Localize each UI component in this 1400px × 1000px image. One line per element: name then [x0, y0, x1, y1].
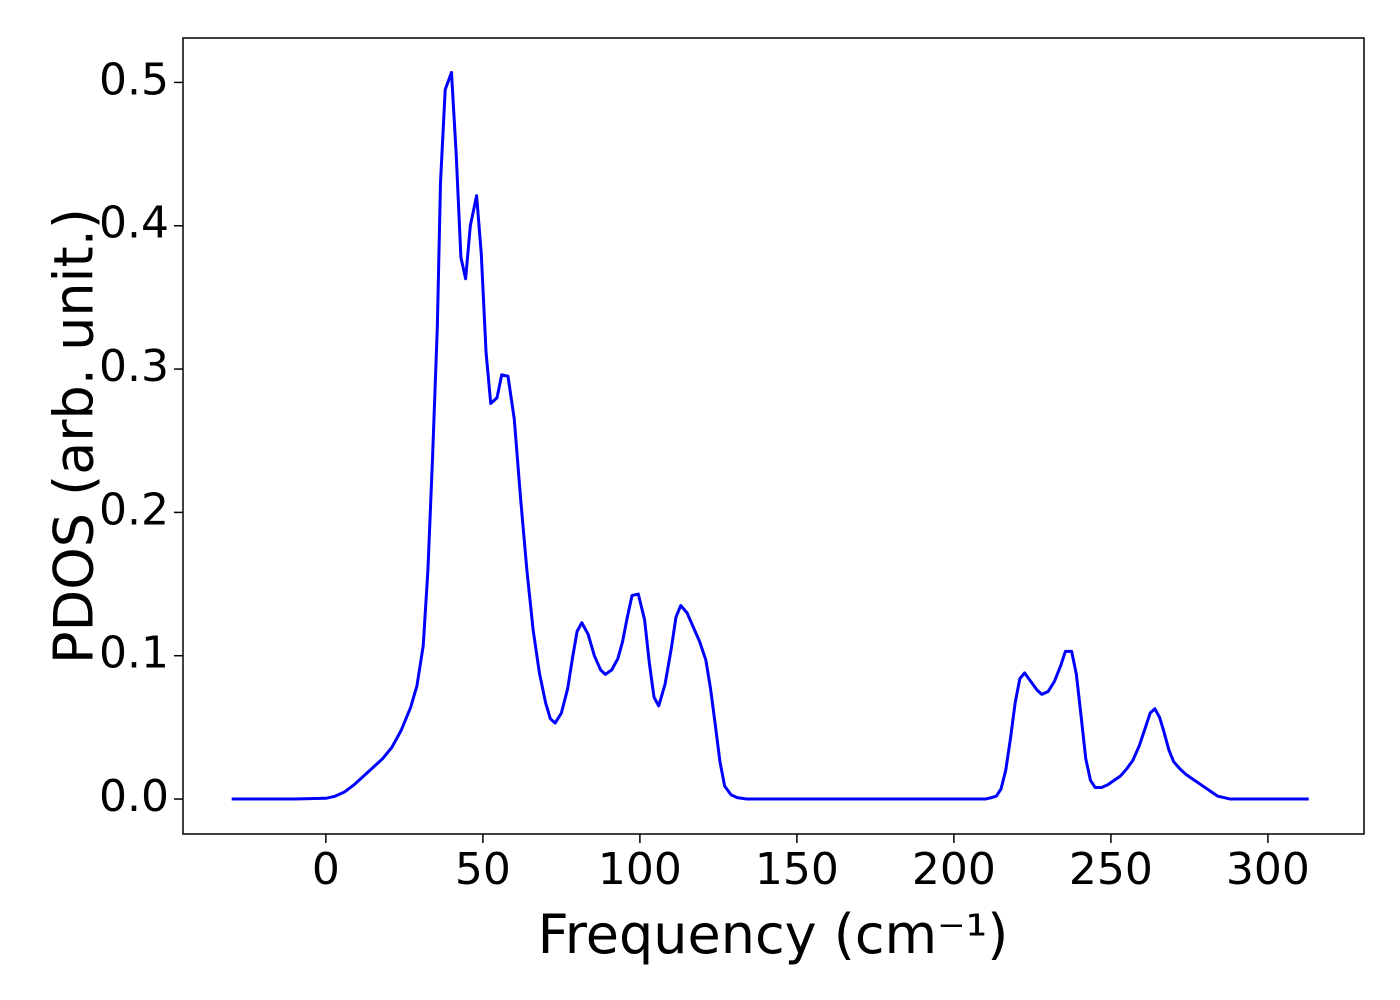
x-tick-label: 150 — [755, 844, 839, 895]
y-tick-label: 0.5 — [99, 54, 169, 105]
y-tick-label: 0.3 — [99, 341, 169, 392]
y-axis-label: PDOS (arb. unit.) — [43, 208, 106, 664]
x-tick-label: 100 — [598, 844, 682, 895]
y-tick-label: 0.2 — [99, 484, 169, 535]
line — [231, 70, 1309, 801]
x-tick-label: 250 — [1069, 844, 1153, 895]
x-tick-label: 0 — [312, 844, 340, 895]
y-tick-label: 0.4 — [99, 198, 169, 249]
y-tick-label: 0.1 — [99, 628, 169, 679]
x-tick-label: 200 — [912, 844, 996, 895]
plot-frame — [182, 37, 1365, 835]
y-tick-label: 0.0 — [99, 771, 169, 822]
x-axis-label: Frequency (cm⁻¹) — [538, 903, 1009, 966]
x-tick-label: 300 — [1226, 844, 1310, 895]
x-tick-label: 50 — [455, 844, 511, 895]
